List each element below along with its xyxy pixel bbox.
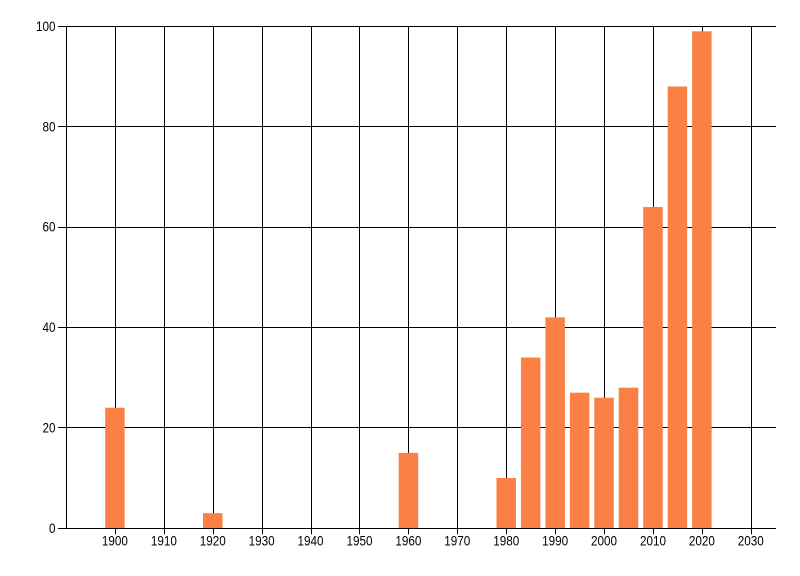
svg-text:1920: 1920 <box>200 534 226 549</box>
svg-text:60: 60 <box>42 220 55 235</box>
svg-text:2010: 2010 <box>640 534 666 549</box>
svg-text:1910: 1910 <box>151 534 177 549</box>
svg-text:20: 20 <box>42 420 55 435</box>
svg-text:1950: 1950 <box>346 534 372 549</box>
svg-text:1930: 1930 <box>249 534 275 549</box>
svg-text:1980: 1980 <box>493 534 519 549</box>
svg-text:40: 40 <box>42 320 55 335</box>
svg-text:0: 0 <box>49 521 56 536</box>
svg-text:1940: 1940 <box>298 534 324 549</box>
svg-text:2020: 2020 <box>689 534 715 549</box>
svg-text:80: 80 <box>42 119 55 134</box>
svg-text:1970: 1970 <box>444 534 470 549</box>
svg-text:2000: 2000 <box>591 534 617 549</box>
svg-text:1990: 1990 <box>542 534 568 549</box>
svg-text:100: 100 <box>36 19 56 34</box>
svg-text:1960: 1960 <box>395 534 421 549</box>
svg-text:2030: 2030 <box>738 534 764 549</box>
svg-text:1900: 1900 <box>102 534 128 549</box>
